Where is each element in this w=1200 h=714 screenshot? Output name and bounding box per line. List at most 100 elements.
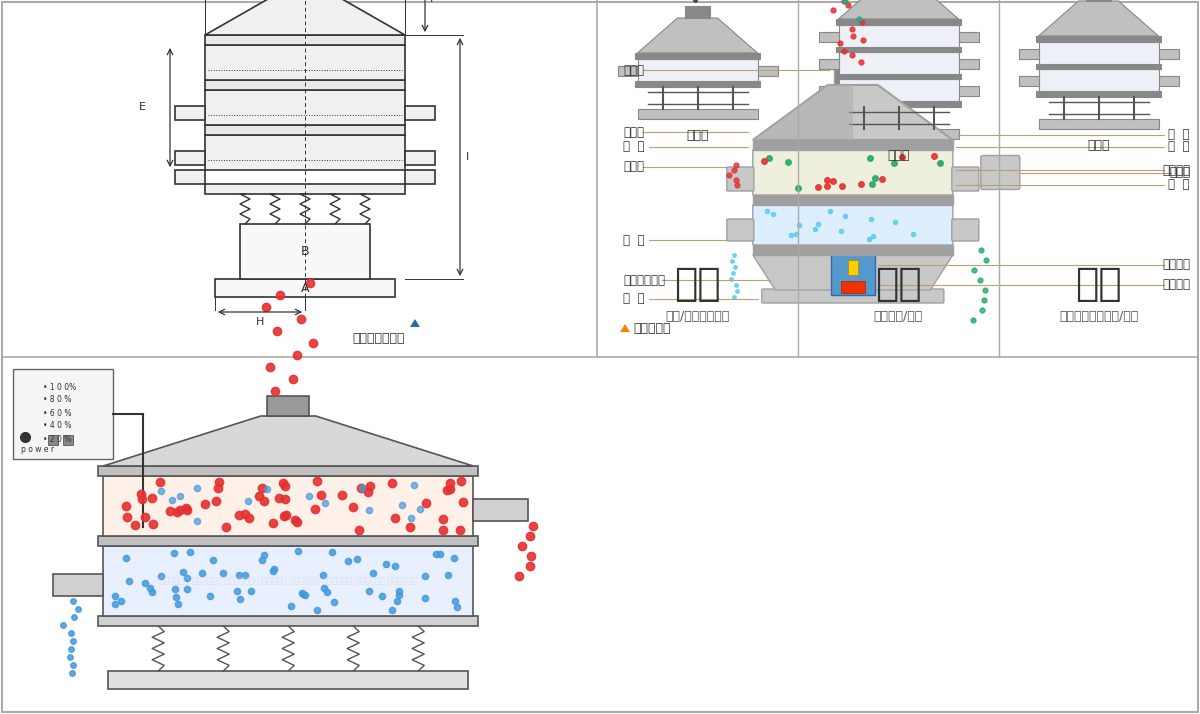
Bar	[1038, 119, 1158, 129]
Text: 进料口: 进料口	[623, 64, 644, 76]
Text: • 1 0 0%: • 1 0 0%	[43, 383, 77, 391]
Bar	[752, 245, 953, 255]
Bar	[98, 536, 478, 546]
Bar	[637, 109, 757, 119]
Text: 分级: 分级	[674, 265, 721, 303]
Bar	[685, 6, 710, 18]
Bar	[205, 125, 406, 135]
Polygon shape	[410, 319, 420, 327]
Bar	[1036, 91, 1162, 97]
Bar	[175, 106, 205, 120]
Bar	[1036, 36, 1162, 42]
FancyBboxPatch shape	[727, 167, 754, 191]
FancyBboxPatch shape	[952, 167, 979, 191]
Text: 去除异物/结块: 去除异物/结块	[874, 311, 923, 323]
Bar	[818, 32, 839, 42]
Bar	[406, 170, 436, 184]
Text: 防尘盖: 防尘盖	[623, 126, 644, 139]
Bar	[53, 574, 103, 596]
Bar	[1038, 69, 1158, 91]
Text: I: I	[466, 152, 469, 162]
Text: 单层式: 单层式	[686, 129, 709, 142]
Bar	[406, 151, 436, 165]
Bar	[818, 59, 839, 69]
Bar	[839, 25, 959, 47]
Polygon shape	[752, 85, 853, 140]
Text: 出料口: 出料口	[623, 161, 644, 174]
Bar	[836, 47, 961, 52]
Bar	[839, 79, 959, 101]
Text: 上部重锤: 上部重锤	[1162, 164, 1190, 176]
Polygon shape	[839, 0, 959, 19]
FancyBboxPatch shape	[727, 219, 754, 241]
Bar	[618, 66, 637, 76]
Bar	[98, 466, 478, 476]
Text: • 2 0 %: • 2 0 %	[43, 435, 71, 443]
Bar	[839, 129, 959, 139]
Bar	[839, 52, 959, 74]
Text: 弹  簧: 弹 簧	[623, 233, 644, 246]
Text: 结构示意图: 结构示意图	[634, 321, 671, 334]
Text: • 8 0 %: • 8 0 %	[43, 396, 71, 405]
Bar	[205, 135, 406, 170]
Bar	[818, 86, 839, 96]
Text: 下部重锤: 下部重锤	[1162, 278, 1190, 291]
Bar	[175, 170, 205, 184]
Bar	[268, 396, 310, 416]
Bar	[847, 260, 858, 275]
Bar	[103, 546, 473, 616]
Bar	[473, 499, 528, 521]
Bar	[1019, 49, 1038, 59]
Text: B: B	[301, 245, 310, 258]
Text: 外形尺寸示意图: 外形尺寸示意图	[353, 332, 406, 345]
Text: F: F	[430, 0, 437, 4]
Bar	[635, 81, 760, 87]
Bar	[205, 35, 406, 45]
Text: 三层式: 三层式	[887, 149, 910, 162]
Text: 除杂: 除杂	[1075, 265, 1122, 303]
FancyBboxPatch shape	[752, 150, 953, 195]
Bar	[205, 90, 406, 125]
Bar	[637, 59, 757, 81]
Bar	[205, 45, 406, 80]
Bar	[205, 184, 406, 194]
Bar	[13, 369, 113, 459]
Polygon shape	[103, 416, 473, 466]
Bar	[635, 53, 760, 59]
Bar	[1019, 76, 1038, 86]
Ellipse shape	[830, 235, 875, 245]
Text: E: E	[138, 103, 145, 113]
Text: • 6 0 %: • 6 0 %	[43, 408, 72, 418]
Bar	[175, 151, 205, 165]
Bar	[406, 106, 436, 120]
FancyBboxPatch shape	[952, 219, 979, 241]
Text: 加重块: 加重块	[1169, 166, 1190, 179]
Polygon shape	[620, 324, 630, 332]
Text: 振动电机: 振动电机	[1162, 258, 1190, 271]
Text: 颗粒/粉末准确分级: 颗粒/粉末准确分级	[665, 311, 730, 323]
Text: 超声波振动筛 超声波振动筛 超声波振动筛 超声波振动筛 超声波振动筛 超声波振动筛 超声波振动筛 超声波振动筛: 超声波振动筛 超声波振动筛 超声波振动筛 超声波振动筛 超声波振动筛 超声波振动…	[160, 576, 418, 585]
Text: A: A	[301, 281, 310, 294]
Bar	[1036, 64, 1162, 69]
Polygon shape	[752, 255, 953, 290]
Bar	[841, 281, 865, 293]
Text: 束  环: 束 环	[623, 141, 644, 154]
Text: 双层式: 双层式	[1087, 139, 1110, 152]
Bar	[1158, 49, 1178, 59]
Bar	[836, 19, 961, 25]
Bar	[959, 32, 978, 42]
Bar	[836, 101, 961, 107]
Bar	[98, 616, 478, 626]
Bar	[830, 240, 875, 295]
FancyBboxPatch shape	[980, 156, 1020, 189]
Text: 筛  网: 筛 网	[1169, 129, 1190, 141]
Bar	[1038, 42, 1158, 64]
Text: • 4 0 %: • 4 0 %	[43, 421, 72, 431]
Text: 去除液体中的颗粒/异物: 去除液体中的颗粒/异物	[1058, 311, 1138, 323]
Text: 过滤: 过滤	[875, 265, 922, 303]
Bar	[108, 671, 468, 689]
Bar	[752, 140, 953, 150]
FancyBboxPatch shape	[762, 289, 943, 303]
Bar	[959, 86, 978, 96]
Bar	[240, 224, 370, 279]
